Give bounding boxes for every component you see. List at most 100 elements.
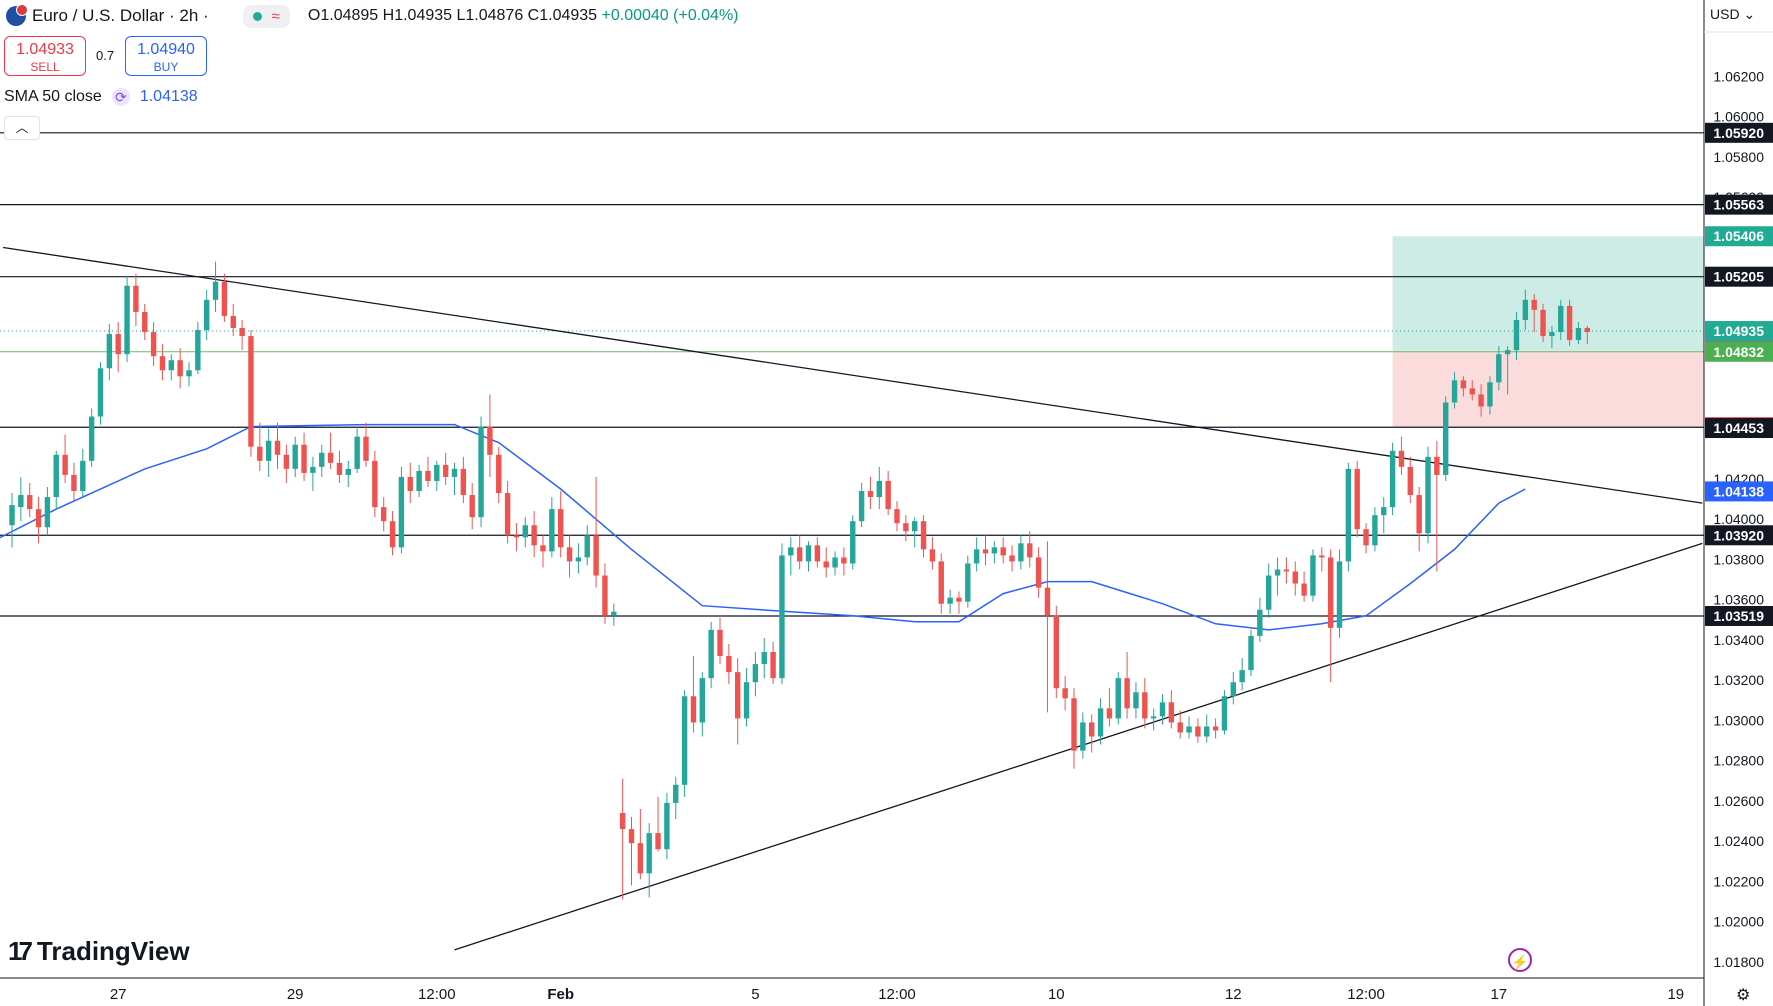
candle-up [965,563,971,602]
ohlc-low: L1.04876 [456,7,524,24]
candle-up [292,444,298,469]
candle-down [283,454,290,469]
sma-label: SMA 50 close [4,88,102,105]
candle-down [1327,557,1334,628]
candle-down [717,629,723,657]
candle-down [593,535,599,576]
buy-price: 1.04940 [137,41,195,58]
candle-up [522,525,528,538]
candle-up [743,682,750,719]
sell-price: 1.04933 [16,41,74,58]
candle-up [761,652,767,665]
candle-down [1053,615,1059,689]
candle-up [212,281,219,300]
candle-up [1310,555,1316,596]
price-label-box [1705,194,1773,215]
refresh-icon[interactable]: ⟳ [111,88,130,106]
price-label: 1.05205 [1713,269,1764,285]
price-label: 1.03519 [1713,608,1764,624]
candle-down [1416,495,1422,534]
candle-up [991,547,998,554]
eur-usd-flag-icon [6,4,28,26]
candle-up [673,784,679,803]
candle-down [1283,569,1290,572]
candle-up [876,480,882,498]
candle-up [1451,380,1458,403]
candle-down [1124,678,1130,709]
candle-down [1000,547,1006,556]
candle-up [708,629,714,679]
x-tick-label: 10 [1048,986,1065,1003]
candle-down [1584,328,1590,333]
symbol-title[interactable]: Euro / U.S. Dollar · 2h · [32,6,209,25]
status-pill[interactable]: ≈ [242,4,290,28]
candle-up [1239,670,1245,683]
candle-down [1142,692,1148,719]
candle-down [1434,456,1440,475]
candle-up [97,368,104,417]
ohlc-open: O1.04895 [307,7,379,24]
wave-icon: ≈ [271,7,280,25]
buy-label: BUY [153,60,179,74]
collapse-legend-button[interactable]: ︿ [4,116,40,140]
candle-down [1398,450,1405,467]
ohlc-high: H1.04935 [382,7,453,24]
candle-down [381,507,387,522]
tradingview-logo[interactable]: 17 TradingView [8,936,190,967]
candle-up [1345,468,1352,562]
y-tick-label: 1.05800 [1713,149,1764,165]
candle-up [1487,382,1493,407]
candle-up [9,505,15,526]
x-tick-label: 27 [110,986,127,1003]
candle-up [1230,682,1236,697]
candle-down [1469,388,1475,395]
candle-up [1425,456,1431,534]
x-tick-label: Feb [547,986,574,1003]
candle-up [752,664,759,683]
x-tick-label: 17 [1490,986,1507,1003]
candle-up [204,299,210,331]
candle-down [982,549,989,554]
candle-down [115,334,121,355]
market-open-dot-icon [252,11,262,21]
settings-gear-icon[interactable]: ⚙ [1736,987,1751,1004]
currency-selector[interactable]: USD ⌄ [1710,6,1755,23]
candle-down [221,281,228,316]
lightning-icon[interactable]: ⚡ [1508,948,1532,972]
x-tick-label: 12:00 [878,986,916,1003]
price-label: 1.04138 [1713,483,1764,499]
candle-down [504,493,511,536]
candle-down [531,525,537,546]
candle-up [1266,575,1272,610]
ohlc-close: C1.04935 [527,7,598,24]
sell-button[interactable]: 1.04933 SELL [4,36,86,76]
candle-down [867,491,874,498]
candle-down [1363,529,1369,546]
candle-up [416,470,422,492]
chart-header: Euro / U.S. Dollar · 2h · ≈ O1.04895 H1.… [0,0,739,32]
candle-down [513,535,520,538]
candle-up [80,460,86,492]
candle-down [938,561,944,604]
buy-button[interactable]: 1.04940 BUY [125,36,207,76]
candle-down [540,545,546,552]
candle-down [894,509,900,524]
candle-up [850,521,856,564]
candle-down [1044,587,1051,616]
candle-down [150,332,157,357]
sma-legend[interactable]: SMA 50 close ⟳ 1.04138 [4,88,198,106]
candle-up [1097,708,1104,737]
spread-value: 0.7 [96,48,115,63]
price-label: 1.05563 [1713,197,1764,213]
y-tick-label: 1.04000 [1713,511,1764,527]
y-tick-label: 1.06200 [1713,68,1764,84]
candle-down [770,652,776,679]
candle-up [53,454,59,498]
candle-down [1478,394,1484,407]
position-loss-zone [1392,350,1704,428]
price-label-box [1705,418,1773,439]
ohlc-readout: O1.04895 H1.04935 L1.04876 C1.04935 +0.0… [308,7,739,25]
candle-down [363,436,369,461]
price-label-box [1705,481,1773,502]
